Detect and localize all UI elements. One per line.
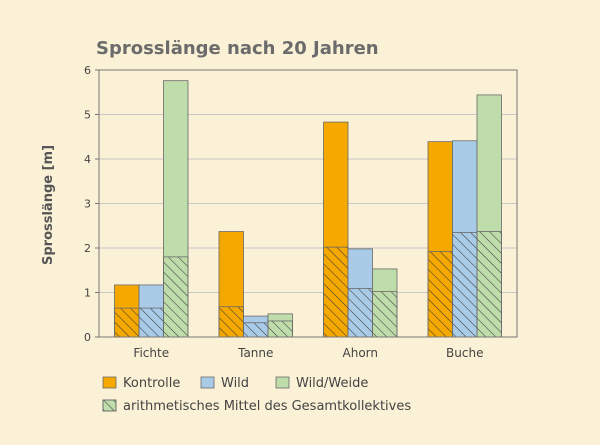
- y-tick-label: 2: [84, 242, 91, 255]
- mean-hatch-fichte-3: [163, 256, 189, 338]
- legend-label-hatch: arithmetisches Mittel des Gesamtkollekti…: [123, 399, 411, 414]
- legend-swatch-3: [275, 376, 290, 389]
- mean-hatch-tanne-3: [267, 320, 293, 338]
- x-category-label: Buche: [446, 346, 483, 360]
- mean-hatch-buche-1: [427, 251, 453, 338]
- y-ticks: 0 1 2 3 4 5 6: [84, 64, 99, 344]
- legend-label-1: Kontrolle: [123, 376, 180, 391]
- y-tick-label: 1: [84, 287, 91, 300]
- y-tick-label: 3: [84, 198, 91, 211]
- mean-hatch-tanne-2: [243, 322, 269, 338]
- legend-swatch-1: [102, 376, 117, 389]
- y-tick-label: 5: [84, 109, 91, 122]
- legend-swatch-hatch: [102, 399, 117, 412]
- legend-label-3: Wild/Weide: [296, 376, 368, 391]
- mean-hatch-buche-3: [476, 231, 502, 338]
- x-category-label: Tanne: [237, 346, 273, 360]
- y-tick-label: 6: [84, 64, 91, 77]
- mean-hatch-ahorn-2: [347, 288, 373, 338]
- x-category-label: Ahorn: [343, 346, 378, 360]
- mean-hatch-fichte-1: [114, 307, 140, 338]
- mean-hatch-fichte-2: [138, 307, 164, 338]
- x-category-label: Fichte: [133, 346, 169, 360]
- legend-label-2: Wild: [221, 376, 249, 391]
- y-tick-label: 4: [84, 153, 91, 166]
- legend-swatch-2: [200, 376, 215, 389]
- mean-hatch-tanne-1: [218, 306, 244, 338]
- y-axis-label: Sprosslänge [m]: [41, 145, 56, 265]
- y-tick-label: 0: [84, 331, 91, 344]
- bars: [114, 80, 502, 338]
- mean-hatch-ahorn-3: [372, 291, 398, 338]
- legend: Kontrolle Wild Wild/Weide arithmetisches Mi…: [102, 376, 411, 414]
- chart-title: Sprosslänge nach 20 Jahren: [96, 38, 379, 59]
- mean-hatch-ahorn-1: [323, 246, 349, 338]
- x-categories: Fichte Tanne Ahorn Buche: [133, 346, 483, 360]
- mean-hatch-buche-2: [452, 232, 478, 338]
